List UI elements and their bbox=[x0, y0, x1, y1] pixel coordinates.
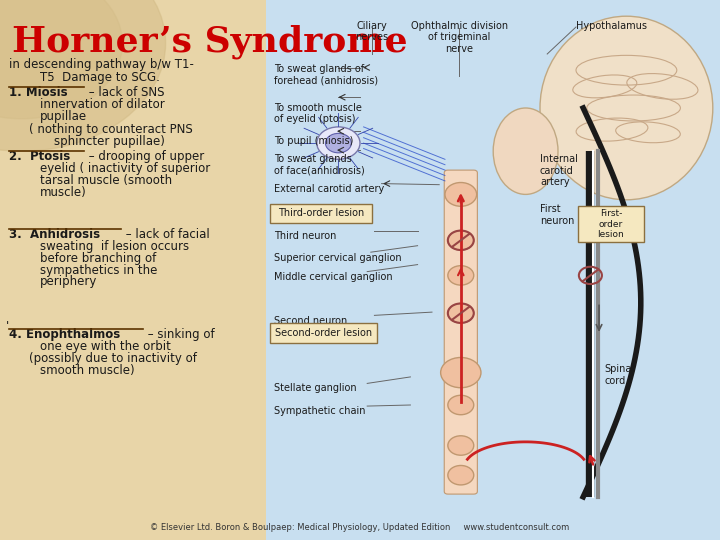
Text: sympathetics in the: sympathetics in the bbox=[40, 264, 157, 276]
Text: Third-order lesion: Third-order lesion bbox=[278, 208, 364, 218]
FancyBboxPatch shape bbox=[270, 323, 377, 343]
Text: Ciliary
nerves: Ciliary nerves bbox=[355, 21, 388, 42]
Text: in descending pathway b/w T1-: in descending pathway b/w T1- bbox=[9, 58, 194, 71]
Circle shape bbox=[325, 133, 351, 153]
Text: Internal
carotid
artery: Internal carotid artery bbox=[540, 154, 578, 187]
Text: Second neuron: Second neuron bbox=[274, 316, 347, 326]
Text: sphincter pupillae): sphincter pupillae) bbox=[54, 135, 165, 148]
Text: tarsal muscle (smooth: tarsal muscle (smooth bbox=[40, 174, 172, 187]
Text: – sinking of: – sinking of bbox=[144, 328, 215, 341]
Text: First
neuron: First neuron bbox=[540, 204, 575, 226]
Circle shape bbox=[441, 357, 481, 388]
Text: – lack of facial: – lack of facial bbox=[122, 228, 210, 241]
Text: Stellate ganglion: Stellate ganglion bbox=[274, 383, 356, 394]
Text: (possibly due to inactivity of: (possibly due to inactivity of bbox=[29, 352, 197, 365]
Circle shape bbox=[448, 395, 474, 415]
FancyBboxPatch shape bbox=[578, 206, 644, 242]
Text: ( nothing to counteract PNS: ( nothing to counteract PNS bbox=[29, 123, 192, 136]
Text: © Elsevier Ltd. Boron & Boulpaep: Medical Physiology, Updated Edition     www.st: © Elsevier Ltd. Boron & Boulpaep: Medica… bbox=[150, 523, 570, 532]
Text: Sympathetic chain: Sympathetic chain bbox=[274, 406, 365, 416]
Text: 4. Enophthalmos: 4. Enophthalmos bbox=[9, 328, 120, 341]
Text: one eye with the orbit: one eye with the orbit bbox=[40, 340, 171, 353]
Text: ': ' bbox=[6, 320, 9, 333]
Text: smooth muscle): smooth muscle) bbox=[40, 364, 134, 377]
Circle shape bbox=[448, 231, 474, 250]
Text: Ophthalmic division
of trigeminal
nerve: Ophthalmic division of trigeminal nerve bbox=[411, 21, 508, 53]
Text: First-
order
lesion: First- order lesion bbox=[598, 209, 624, 239]
Text: muscle): muscle) bbox=[40, 186, 86, 199]
Text: periphery: periphery bbox=[40, 275, 97, 288]
Circle shape bbox=[448, 436, 474, 455]
Text: T5  Damage to SCG.: T5 Damage to SCG. bbox=[40, 71, 159, 84]
Text: To smooth muscle
of eyelid (ptosis): To smooth muscle of eyelid (ptosis) bbox=[274, 103, 361, 124]
Text: To sweat glands
of face(anhidrosis): To sweat glands of face(anhidrosis) bbox=[274, 154, 364, 176]
Text: – drooping of upper: – drooping of upper bbox=[85, 150, 204, 163]
Circle shape bbox=[448, 266, 474, 285]
FancyBboxPatch shape bbox=[266, 0, 720, 540]
Text: pupillae: pupillae bbox=[40, 110, 86, 123]
Text: innervation of dilator: innervation of dilator bbox=[40, 98, 164, 111]
Circle shape bbox=[445, 183, 477, 206]
Text: Spinal
cord: Spinal cord bbox=[605, 364, 635, 386]
Text: Third neuron: Third neuron bbox=[274, 231, 336, 241]
Text: sweating  if lesion occurs: sweating if lesion occurs bbox=[40, 240, 189, 253]
Text: Superior cervical ganglion: Superior cervical ganglion bbox=[274, 253, 401, 263]
Text: 3.  Anhidrosis: 3. Anhidrosis bbox=[9, 228, 100, 241]
Ellipse shape bbox=[493, 108, 558, 194]
FancyBboxPatch shape bbox=[444, 170, 477, 494]
Text: 2.  Ptosis: 2. Ptosis bbox=[9, 150, 70, 163]
Circle shape bbox=[0, 0, 122, 119]
Circle shape bbox=[0, 0, 166, 151]
Circle shape bbox=[448, 465, 474, 485]
FancyBboxPatch shape bbox=[270, 204, 372, 223]
Circle shape bbox=[317, 127, 360, 159]
Text: Hypothalamus: Hypothalamus bbox=[576, 21, 647, 31]
Text: Second-order lesion: Second-order lesion bbox=[275, 328, 372, 338]
Text: To pupil (miosis): To pupil (miosis) bbox=[274, 136, 353, 146]
FancyBboxPatch shape bbox=[0, 0, 266, 540]
Text: Horner’s Syndrome: Horner’s Syndrome bbox=[12, 24, 407, 59]
Text: 1. Miosis: 1. Miosis bbox=[9, 86, 67, 99]
Text: before branching of: before branching of bbox=[40, 252, 156, 265]
Circle shape bbox=[448, 303, 474, 323]
Ellipse shape bbox=[540, 16, 713, 200]
Text: External carotid artery: External carotid artery bbox=[274, 184, 384, 194]
Text: To sweat glands of
forehead (anhidrosis): To sweat glands of forehead (anhidrosis) bbox=[274, 64, 378, 85]
Text: eyelid ( inactivity of superior: eyelid ( inactivity of superior bbox=[40, 162, 210, 175]
Text: – lack of SNS: – lack of SNS bbox=[85, 86, 164, 99]
Text: Middle cervical ganglion: Middle cervical ganglion bbox=[274, 272, 392, 282]
